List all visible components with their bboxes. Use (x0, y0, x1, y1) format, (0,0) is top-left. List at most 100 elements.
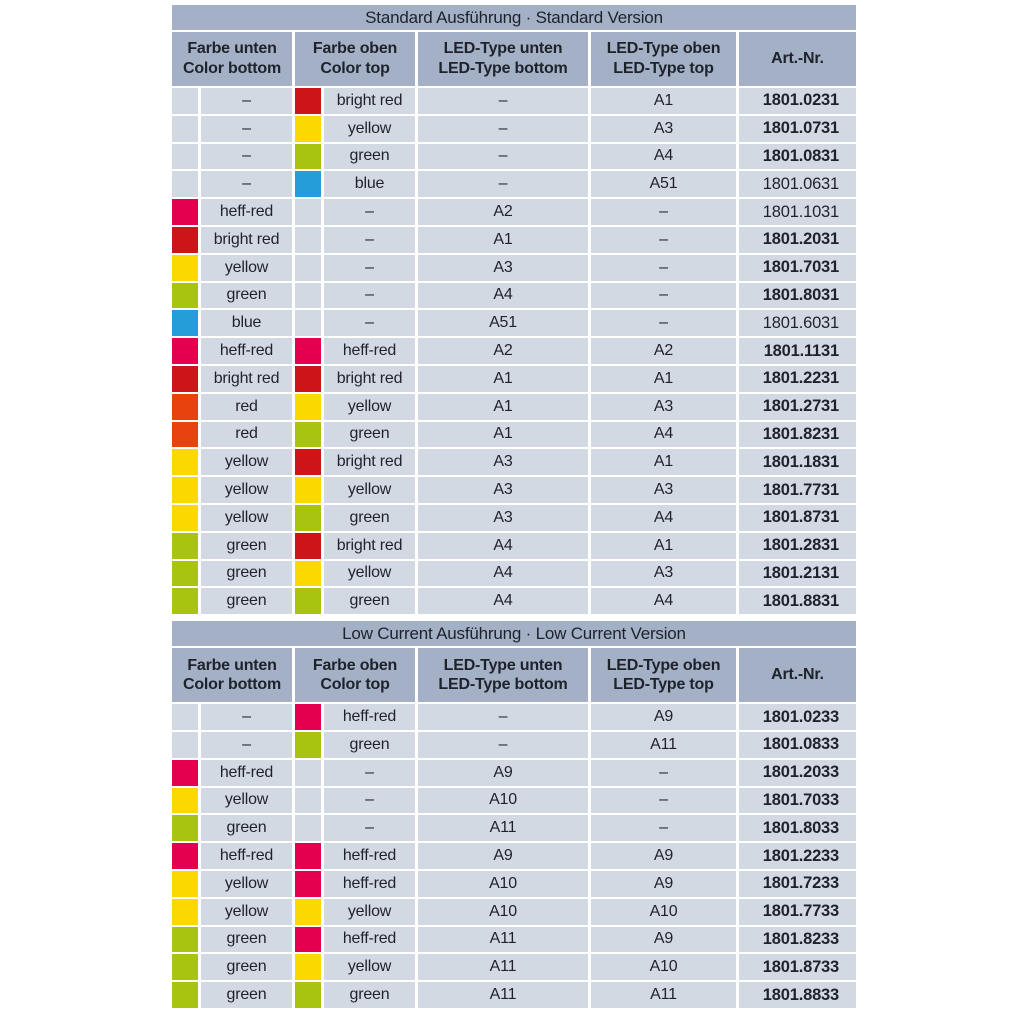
table-row: yellow – A10–1801.7033 (172, 787, 856, 814)
led-type-bottom: A2 (418, 338, 588, 364)
art-nr: 1801.2033 (739, 759, 856, 786)
color-bottom-label: bright red (201, 365, 292, 392)
color-bottom-label: heff-red (201, 199, 292, 225)
art-nr: 1801.7233 (739, 870, 856, 897)
color-swatch-bottom (172, 365, 198, 392)
table-row: – green – A4 1801.0831 (172, 143, 856, 170)
art-nr: 1801.2831 (739, 532, 856, 559)
color-top-label: green (324, 982, 415, 1008)
color-swatch-top (295, 870, 321, 897)
led-type-top: A11 (591, 731, 736, 758)
color-top-label: – (324, 310, 415, 337)
color-swatch-bottom (172, 560, 198, 587)
art-nr: 1801.7733 (739, 898, 856, 925)
empty-swatch-cell (295, 226, 321, 253)
color-bottom-label: – (201, 171, 292, 198)
led-type-top: A9 (591, 843, 736, 869)
color-top-label: green (324, 421, 415, 448)
led-type-bottom: A1 (418, 393, 588, 420)
color-swatch-top (295, 338, 321, 364)
column-header: Art.-Nr. (739, 32, 856, 86)
led-type-top: A1 (591, 88, 736, 114)
color-swatch-top (295, 143, 321, 170)
color-top-label: blue (324, 171, 415, 198)
color-swatch-bottom (172, 282, 198, 309)
led-type-top: A3 (591, 393, 736, 420)
color-bottom-label: green (201, 982, 292, 1008)
column-header-line-en: LED-Type bottom (438, 676, 568, 694)
led-type-bottom: A3 (418, 504, 588, 531)
led-type-bottom: A10 (418, 787, 588, 814)
column-header: Art.-Nr. (739, 648, 856, 703)
color-swatch-bottom (172, 926, 198, 953)
art-nr: 1801.7731 (739, 477, 856, 503)
led-type-top: A3 (591, 115, 736, 142)
column-header-line-en: LED-Type top (613, 60, 714, 77)
color-top-label: – (324, 254, 415, 281)
color-swatch-top (295, 171, 321, 198)
table-row: green yellow A4 A3 1801.2131 (172, 560, 856, 587)
column-header-line-en: Color top (320, 60, 390, 77)
table-row: – blue – A51 1801.0631 (172, 171, 856, 198)
color-swatch-top (295, 843, 321, 869)
color-bottom-label: – (201, 88, 292, 114)
color-swatch-top (295, 449, 321, 476)
empty-swatch-cell (295, 310, 321, 337)
column-header-line-de: Art.-Nr. (771, 50, 824, 68)
led-type-top: – (591, 282, 736, 309)
led-type-top: A1 (591, 449, 736, 476)
color-swatch-top (295, 532, 321, 559)
art-nr: 1801.8033 (739, 815, 856, 842)
color-top-label: – (324, 282, 415, 309)
column-header-line-de: Farbe oben (312, 656, 398, 674)
led-type-top: – (591, 310, 736, 337)
art-nr: 1801.0831 (739, 143, 856, 170)
led-type-top: A3 (591, 560, 736, 587)
led-type-top: A4 (591, 421, 736, 448)
color-bottom-label: green (201, 926, 292, 953)
empty-swatch-cell (172, 88, 198, 114)
column-header-line-en: LED-Type bottom (438, 60, 568, 77)
led-type-top: – (591, 815, 736, 842)
color-top-label: bright red (324, 365, 415, 392)
led-type-top: A1 (591, 365, 736, 392)
color-swatch-bottom (172, 421, 198, 448)
art-nr: 1801.8833 (739, 982, 856, 1008)
table-row: heff-red heff-red A9 A9 1801.2233 (172, 843, 856, 869)
art-nr: 1801.0833 (739, 731, 856, 758)
color-swatch-bottom (172, 954, 198, 981)
color-top-label: yellow (324, 560, 415, 587)
table-row: yellow yellow A10 A10 1801.7733 (172, 898, 856, 925)
color-top-label: – (324, 815, 415, 842)
color-swatch-bottom (172, 898, 198, 925)
table-row: green yellow A11 A10 1801.8733 (172, 954, 856, 981)
empty-swatch-cell (295, 199, 321, 225)
led-type-bottom: A2 (418, 199, 588, 225)
empty-swatch-cell (295, 787, 321, 814)
color-swatch-top (295, 115, 321, 142)
color-swatch-bottom (172, 226, 198, 253)
color-swatch-top (295, 477, 321, 503)
color-bottom-label: heff-red (201, 759, 292, 786)
color-swatch-bottom (172, 843, 198, 869)
art-nr: 1801.1131 (739, 338, 856, 364)
color-swatch-bottom (172, 477, 198, 503)
column-header-line-de: LED-Type unten (443, 40, 563, 58)
color-swatch-bottom (172, 504, 198, 531)
table-row: heff-red heff-red A2 A2 1801.1131 (172, 338, 856, 364)
art-nr: 1801.8233 (739, 926, 856, 953)
color-top-label: heff-red (324, 926, 415, 953)
color-swatch-bottom (172, 532, 198, 559)
led-type-bottom: – (418, 171, 588, 198)
column-header-line-de: Art.-Nr. (771, 666, 824, 684)
led-type-bottom: – (418, 731, 588, 758)
table-row: – bright red – A1 1801.0231 (172, 88, 856, 114)
art-nr: 1801.0231 (739, 88, 856, 114)
table-row: green green A4 A4 1801.8831 (172, 588, 856, 615)
color-swatch-top (295, 588, 321, 615)
color-top-label: green (324, 504, 415, 531)
table-row: blue – A51–1801.6031 (172, 310, 856, 337)
led-type-top: A51 (591, 171, 736, 198)
color-top-label: yellow (324, 954, 415, 981)
color-top-label: – (324, 226, 415, 253)
